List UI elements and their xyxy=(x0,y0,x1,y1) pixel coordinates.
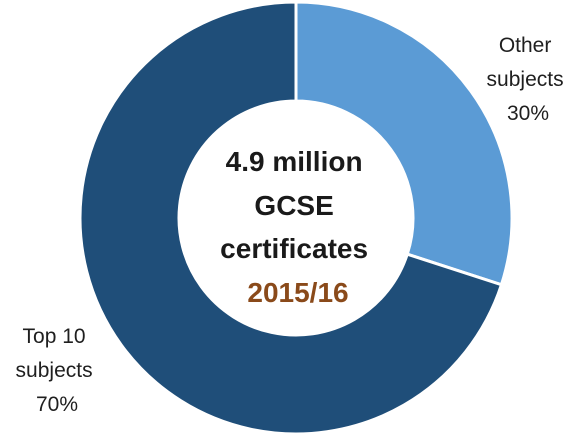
slice-label-other-value: 30% xyxy=(507,102,549,125)
center-title-line-2: GCSE xyxy=(254,190,333,221)
center-year: 2015/16 xyxy=(247,277,348,308)
donut-slices xyxy=(78,0,514,435)
slice-top-10-subjects xyxy=(78,0,504,435)
center-title-line-3: certificates xyxy=(220,233,368,264)
slice-label-top10-line-2: subjects xyxy=(16,359,93,382)
slice-label-other-subjects: Other subjects 30% xyxy=(487,34,570,125)
slice-label-top10-line-1: Top 10 xyxy=(23,325,86,348)
slice-label-top-10-subjects: Top 10 subjects 70% xyxy=(16,325,99,416)
center-title-line-1: 4.9 million xyxy=(226,146,363,177)
slice-label-other-line-2: subjects xyxy=(487,68,564,91)
center-title: 4.9 million GCSE certificates 2015/16 xyxy=(220,146,376,308)
slice-label-other-line-1: Other xyxy=(499,34,552,57)
slice-other-subjects xyxy=(294,0,514,287)
slice-label-top10-value: 70% xyxy=(36,393,78,416)
